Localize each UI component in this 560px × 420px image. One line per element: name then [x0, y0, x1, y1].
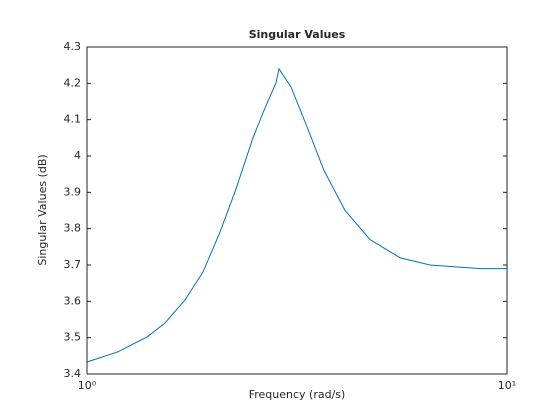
y-tick-label: 4 — [74, 149, 81, 162]
axes-box — [86, 46, 508, 375]
line-series — [86, 67, 507, 363]
y-tick-label: 4.2 — [64, 76, 82, 89]
y-tick-label: 4.3 — [64, 40, 82, 53]
y-tick-label: 3.8 — [64, 222, 82, 235]
y-tick-label: 4.1 — [64, 113, 82, 126]
x-tick-label: 10¹ — [498, 379, 516, 392]
y-tick-label: 3.4 — [64, 367, 82, 380]
y-tick-label: 3.5 — [64, 331, 82, 344]
y-axis-label: Singular Values (dB) — [36, 154, 49, 265]
y-tick-label: 3.9 — [64, 185, 82, 198]
chart-title: Singular Values — [249, 28, 346, 41]
x-tick-label: 10⁰ — [78, 379, 97, 392]
x-axis-label: Frequency (rad/s) — [249, 388, 346, 401]
y-tick-label: 3.7 — [64, 258, 82, 271]
y-tick-label: 3.6 — [64, 294, 82, 307]
